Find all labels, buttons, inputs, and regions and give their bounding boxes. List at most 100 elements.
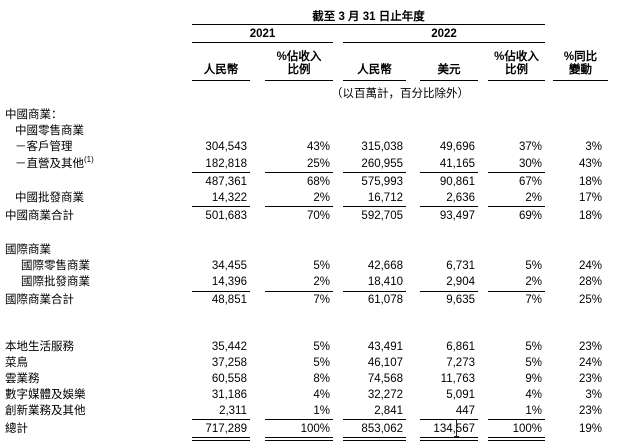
cell-pct-revenue-2021: 7% — [313, 294, 330, 307]
row-label: 國際批發商業 — [21, 276, 90, 289]
row-label: 中國批發商業 — [15, 191, 84, 204]
table-row: 中國商業合計 501,683 70% 592,705 93,497 69% 18… — [0, 208, 618, 224]
column-header-pct-revenue-2021: %佔收入 比例 — [265, 43, 333, 81]
footnote-ref: (1) — [84, 154, 94, 164]
cell-rmb-2022: 575,993 — [361, 175, 403, 188]
text-cursor-ibeam — [454, 419, 459, 437]
cell-yoy-change: 17% — [578, 191, 602, 204]
cell-pct-revenue-2022: 2% — [488, 190, 545, 207]
column-header-line1: %佔收入 — [494, 51, 539, 63]
cell-usd-2022: 2,904 — [420, 274, 478, 292]
column-header-usd-2022: 美元 — [420, 43, 478, 81]
cell-usd-2022: 447 — [420, 403, 478, 421]
table-row: 數字媒體及娛樂 31,186 4% 32,272 5,091 4% 3% — [0, 387, 618, 403]
cell-usd-2022: 2,636 — [420, 190, 478, 207]
cell-rmb-2022: 2,841 — [343, 403, 406, 421]
cell-yoy-change: 23% — [578, 405, 602, 418]
year-group-2022: 2022 — [343, 27, 545, 43]
row-label: 中國商業合計 — [5, 209, 74, 222]
cell-yoy-change: 19% — [578, 423, 602, 436]
column-header-line2: 人民幣 — [203, 64, 239, 76]
row-label: －客戶管理 — [15, 141, 73, 154]
cell-rmb-2022: 315,038 — [361, 141, 403, 154]
table-row: 中國批發商業 14,322 2% 16,712 2,636 2% 17% — [0, 190, 618, 208]
column-header-line2: 比例 — [287, 64, 311, 76]
units-note-row: （以百萬計，百分比除外） — [0, 86, 618, 101]
section-1: 中國商業： 中國零售商業 －客戶管理 304,543 43% 315,038 4… — [0, 107, 618, 224]
table-row: 中國商業： — [0, 107, 618, 123]
column-header-line1: %佔收入 — [276, 51, 322, 63]
cell-rmb-2022: 61,078 — [367, 294, 403, 307]
cell-rmb-2022: 18,410 — [343, 274, 406, 292]
cell-rmb-2022: 43,491 — [367, 340, 403, 353]
row-label: 總計 — [5, 423, 28, 436]
cell-rmb-2022: 592,705 — [361, 209, 403, 222]
cell-rmb-2021: 37,258 — [211, 356, 247, 369]
year-group-2021: 2021 — [192, 27, 333, 43]
cell-rmb-2021: 182,818 — [192, 156, 250, 173]
cell-pct-revenue-2021: 1% — [265, 403, 333, 421]
cell-rmb-2021: 14,322 — [192, 190, 250, 207]
row-label: －直營及其他(1) — [15, 154, 94, 170]
row-label: 雲業務 — [5, 372, 40, 385]
cell-pct-revenue-2021: 100% — [265, 421, 333, 442]
cell-pct-revenue-2021: 5% — [313, 340, 330, 353]
column-header-line1: %同比 — [563, 51, 598, 63]
table-header-columns-row: 人民幣 %佔收入 比例 人民幣 美元 %佔收入 比例 %同比 變動 — [0, 43, 618, 81]
table-row: 國際商業合計 48,851 7% 61,078 9,635 7% 25% — [0, 292, 618, 308]
cell-pct-revenue-2022: 2% — [488, 274, 545, 292]
section-2: 國際商業 國際零售商業 34,455 5% 42,668 6,731 5% 24… — [0, 242, 618, 309]
cell-rmb-2022: 260,955 — [343, 156, 406, 173]
table-row: 國際零售商業 34,455 5% 42,668 6,731 5% 24% — [0, 258, 618, 274]
cell-rmb-2021: 60,558 — [211, 372, 247, 385]
cell-yoy-change: 24% — [578, 260, 602, 273]
cell-usd-2022: 6,731 — [446, 260, 475, 273]
cell-yoy-change: 18% — [578, 209, 602, 222]
cell-pct-revenue-2021: 2% — [265, 274, 333, 292]
column-header-line2: 美元 — [437, 64, 461, 76]
cell-pct-revenue-2021: 5% — [313, 356, 330, 369]
cell-yoy-change: 18% — [578, 175, 602, 188]
cell-rmb-2021: 14,396 — [192, 274, 250, 292]
cell-pct-revenue-2021: 2% — [265, 190, 333, 207]
cell-rmb-2021: 34,455 — [211, 260, 247, 273]
cell-rmb-2021: 487,361 — [205, 175, 247, 188]
cell-pct-revenue-2022: 67% — [518, 175, 542, 188]
table-row: －直營及其他(1) 182,818 25% 260,955 41,165 30%… — [0, 154, 618, 174]
cell-pct-revenue-2022: 100% — [488, 421, 545, 442]
cell-rmb-2022: 32,272 — [367, 389, 403, 402]
cell-usd-2022: 11,763 — [440, 372, 475, 385]
cell-rmb-2022: 46,107 — [367, 356, 403, 369]
column-header-rmb-2021: 人民幣 — [192, 43, 250, 81]
table-row: 菜鳥 37,258 5% 46,107 7,273 5% 24% — [0, 355, 618, 371]
table-row: 國際批發商業 14,396 2% 18,410 2,904 2% 28% — [0, 274, 618, 292]
cell-usd-2022: 9,635 — [446, 294, 475, 307]
cell-pct-revenue-2022: 5% — [525, 260, 542, 273]
column-header-line2: 比例 — [505, 64, 528, 76]
cell-usd-2022: 5,091 — [446, 389, 475, 402]
row-label: 中國商業： — [5, 109, 63, 121]
cell-usd-2022: 93,497 — [439, 209, 475, 222]
cell-pct-revenue-2022: 7% — [525, 294, 542, 307]
cell-pct-revenue-2022: 1% — [488, 403, 545, 421]
cell-usd-2022: 41,165 — [420, 156, 478, 173]
row-label: 創新業務及其他 — [5, 405, 86, 418]
cell-usd-2022: 90,861 — [439, 175, 475, 188]
column-header-line2: 變動 — [569, 64, 592, 76]
cell-usd-2022: 7,273 — [446, 356, 475, 369]
cell-rmb-2022: 16,712 — [343, 190, 406, 207]
column-header-line2: 人民幣 — [357, 64, 392, 76]
cell-pct-revenue-2022: 9% — [525, 372, 542, 385]
cell-yoy-change: 43% — [578, 157, 602, 170]
table-row: 本地生活服務 35,442 5% 43,491 6,861 5% 23% — [0, 339, 618, 355]
cell-pct-revenue-2022: 5% — [525, 340, 542, 353]
table-row: －客戶管理 304,543 43% 315,038 49,696 37% 3% — [0, 139, 618, 155]
row-label: 中國零售商業 — [15, 125, 84, 138]
row-label: 國際商業合計 — [5, 294, 74, 307]
cell-rmb-2021: 2,311 — [192, 403, 250, 421]
cell-rmb-2021: 31,186 — [211, 389, 247, 402]
row-label: 本地生活服務 — [5, 340, 74, 353]
table-row: 國際商業 — [0, 242, 618, 258]
cell-yoy-change: 25% — [578, 294, 602, 307]
